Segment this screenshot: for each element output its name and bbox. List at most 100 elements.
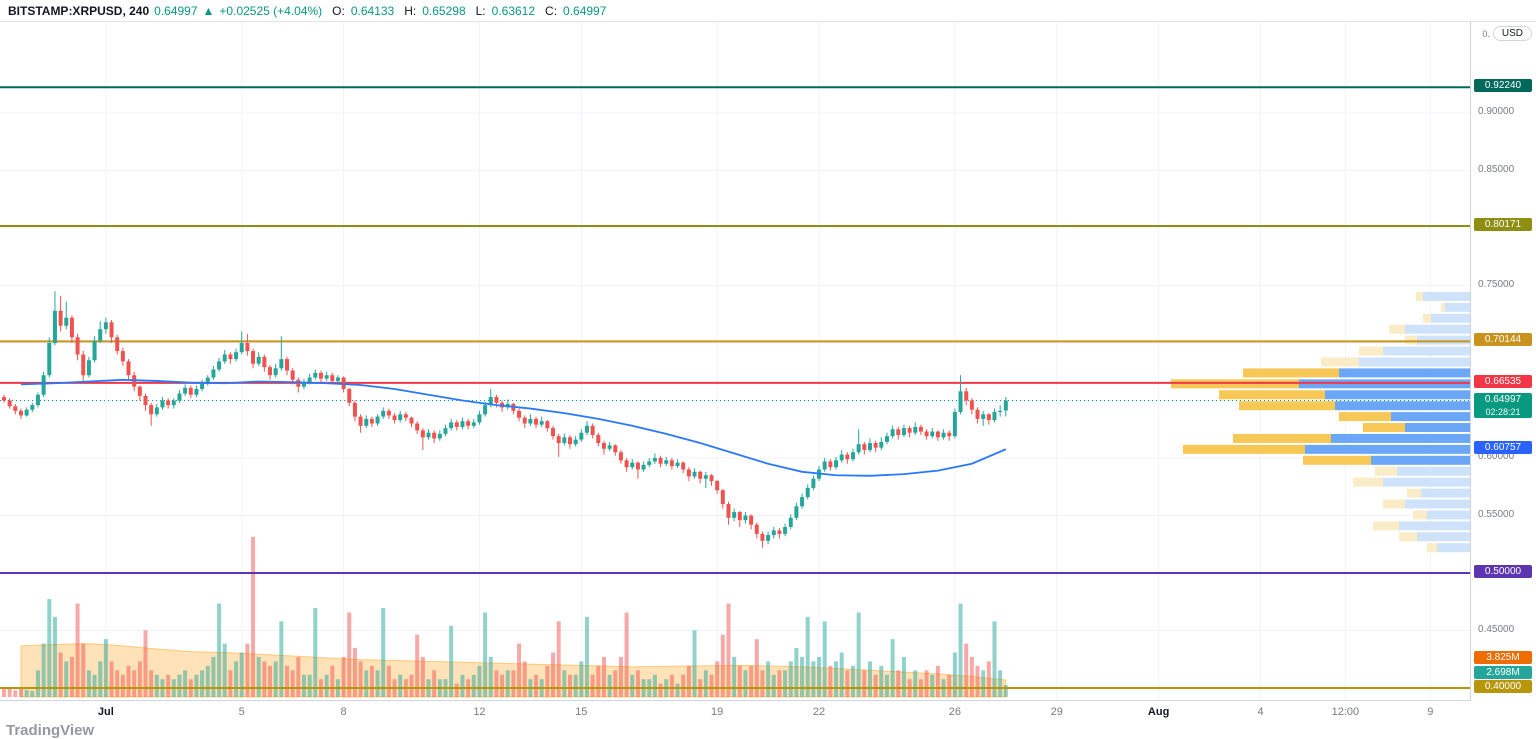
volume-bar (709, 674, 714, 697)
candle-body (449, 422, 454, 429)
time-axis[interactable]: Jul 5 8 12 15 19 22 26 29 Aug 4 12:00 9 (0, 700, 1471, 736)
volume-bar (890, 639, 895, 697)
candle-body (386, 410, 391, 416)
volume-bar (800, 656, 805, 697)
volume-bar (273, 661, 278, 697)
volume-profile-sell-bar (1373, 521, 1399, 531)
candle-body (483, 405, 488, 415)
volume-bar (234, 661, 239, 697)
candle-body (709, 475, 714, 481)
candle-body (669, 460, 674, 467)
volume-bar (296, 656, 301, 697)
time-axis-label: 4 (1257, 706, 1264, 718)
volume-bar (251, 536, 256, 697)
volume-bar (851, 665, 855, 697)
candle-body (635, 462, 640, 470)
candle-body (845, 454, 850, 460)
volume-bar (630, 674, 635, 697)
candle-body (720, 490, 725, 504)
candle-body (647, 461, 652, 465)
volume-bar (811, 661, 816, 697)
candle-body (330, 375, 335, 381)
candle-body (109, 322, 114, 338)
price-tick-label: 0.90000 (1478, 106, 1515, 117)
candle-body (64, 317, 69, 326)
volume-bar (301, 674, 306, 697)
volume-bar (817, 656, 822, 697)
volume-profile-sell-bar (1321, 357, 1359, 367)
current-price-value: 0.64997 (1484, 393, 1522, 405)
candle-body (879, 441, 884, 448)
volume-profile-buy-bar (1437, 543, 1471, 553)
volume-bar (256, 656, 261, 697)
volume-bar (143, 630, 148, 697)
volume-profile-sell-bar (1183, 444, 1305, 454)
volume-profile-sell-bar (1363, 423, 1405, 433)
candle-body (488, 397, 493, 406)
candle-body (930, 431, 935, 437)
candle-body (103, 322, 108, 330)
volume-profile-sell-bar (1407, 488, 1421, 498)
candle-body (964, 391, 969, 401)
candle-body (630, 462, 635, 468)
candle-body (35, 394, 40, 406)
volume-bar (981, 670, 986, 697)
candle-body (205, 377, 210, 384)
candle-body (160, 400, 165, 408)
bar-countdown: 02:28:21 (1485, 406, 1521, 417)
volume-bar (749, 665, 754, 697)
candle-body (381, 410, 386, 417)
time-axis-label: 19 (711, 706, 724, 718)
candle-body (420, 430, 425, 438)
volume-bar (115, 670, 120, 697)
volume-bar (313, 608, 318, 697)
candle-body (24, 409, 29, 416)
price-tick-label: 0.75000 (1478, 278, 1515, 290)
candle-body (137, 386, 142, 396)
volume-profile-buy-bar (1383, 477, 1471, 487)
volume-value-label: 3.825M (1474, 651, 1532, 664)
price-axis[interactable]: 0. USD 0.90000 0.85000 0.75000 0.60000 0.550… (1470, 22, 1536, 700)
high-value: 0.65298 (422, 3, 466, 18)
candle-body (726, 504, 731, 518)
volume-bar (488, 656, 493, 697)
volume-bar (126, 665, 131, 697)
volume-profile-buy-bar (1421, 488, 1471, 498)
volume-bar (2, 687, 6, 697)
candle-body (834, 460, 839, 468)
volume-bar (834, 661, 839, 697)
candle-body (301, 382, 306, 387)
volume-bar (1003, 684, 1008, 697)
level-price-label: 0.92240 (1474, 79, 1532, 93)
candle-body (590, 425, 595, 435)
candle-body (715, 481, 720, 491)
volume-bar (420, 656, 425, 697)
volume-bar (64, 661, 69, 697)
candle-body (766, 535, 771, 541)
candle-body (664, 460, 669, 464)
level-price-label: 0.70144 (1474, 333, 1532, 347)
volume-bar (884, 674, 889, 697)
candle-body (913, 426, 918, 433)
volume-profile-buy-bar (1445, 302, 1471, 312)
symbol-title[interactable]: BITSTAMP:XRPUSD, 240 (8, 3, 150, 18)
candle-body (584, 425, 589, 433)
candle-body (2, 397, 6, 401)
candle-body (7, 400, 12, 407)
ma-value-label: 0.60757 (1474, 441, 1532, 455)
volume-bar (494, 670, 499, 697)
currency-toggle-button[interactable]: USD (1492, 26, 1532, 41)
volume-bar (658, 683, 663, 697)
candle-body (562, 437, 567, 444)
volume-value-label: 2.698M (1474, 666, 1532, 679)
candle-body (822, 461, 827, 470)
volume-bar (913, 670, 918, 697)
volume-bar (228, 670, 233, 697)
volume-bar (573, 674, 578, 697)
tradingview-logo[interactable]: TradingView (6, 722, 95, 739)
candle-body (75, 337, 80, 355)
candle-body (613, 445, 618, 453)
volume-bar (324, 674, 329, 697)
candle-body (686, 469, 691, 477)
